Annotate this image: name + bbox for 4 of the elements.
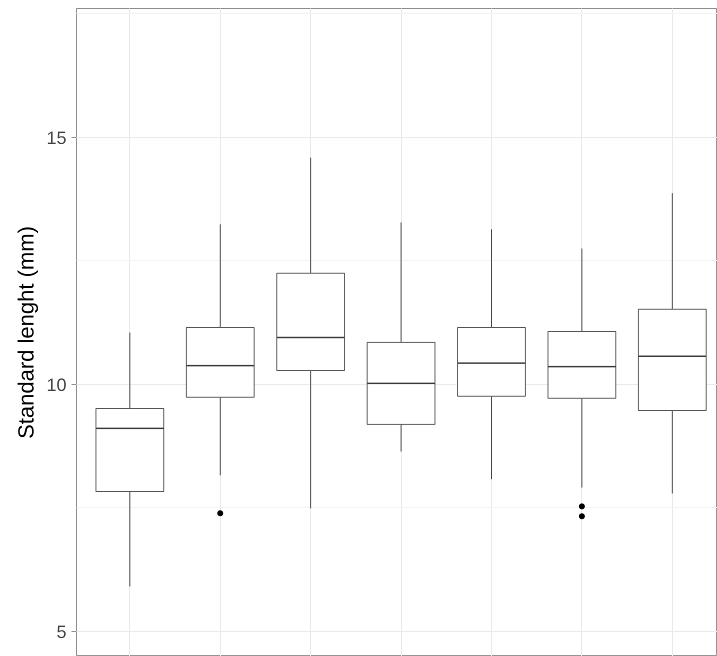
y-tick-label: 15 [46,128,67,148]
y-tick-label: 10 [46,374,67,395]
y-tick-label: 5 [56,622,67,642]
y-axis-title: Standard lenght (mm) [13,226,38,439]
